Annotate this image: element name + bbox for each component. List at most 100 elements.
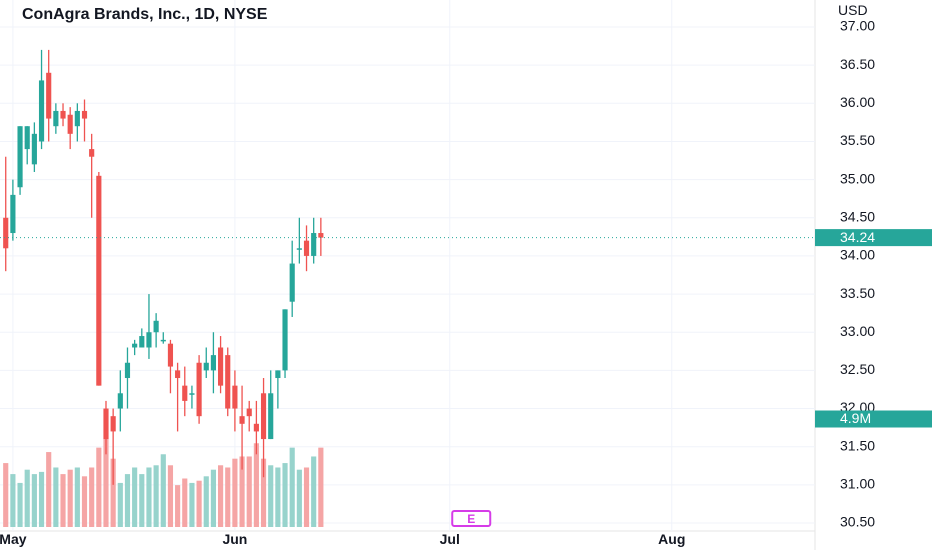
candle-body (74, 110, 80, 127)
candle-body (117, 393, 123, 409)
candle-body (139, 336, 145, 348)
candle-body (303, 240, 310, 256)
volume-bar (232, 458, 238, 527)
volume-bar (303, 467, 310, 527)
time-axis: May Jun Jul Aug (0, 531, 685, 547)
volume-bar (210, 469, 216, 527)
time-tick-label: Aug (658, 531, 685, 547)
volume-bar (53, 467, 59, 527)
candle-body (124, 362, 131, 379)
volume-bar (117, 482, 123, 527)
volume-bar (124, 474, 131, 527)
volume-bar (289, 447, 295, 527)
current-price-badge: 34.24 (815, 229, 932, 247)
volume-bar (132, 467, 138, 527)
earnings-marker[interactable]: E (451, 510, 492, 527)
grid-lines (0, 0, 815, 531)
candle-body (239, 416, 245, 424)
candle-body (246, 408, 252, 417)
volume-bar (46, 452, 52, 527)
price-tick-label: 30.50 (840, 514, 875, 530)
volume-bar (246, 456, 252, 527)
candle-body (289, 263, 295, 302)
candle-body (268, 393, 274, 440)
current-price-label: 34.24 (840, 229, 875, 245)
volume-bar (260, 458, 267, 527)
candle-body (210, 355, 216, 371)
volume-bar (31, 474, 37, 527)
candle-body (167, 343, 174, 367)
volume-bar (203, 476, 209, 527)
volume-bar (146, 467, 152, 527)
volume-bars (3, 438, 324, 527)
price-tick-label: 34.50 (840, 208, 875, 224)
candle-body (296, 248, 302, 250)
candles (3, 49, 324, 485)
volume-bar (167, 465, 174, 527)
volume-bar (89, 467, 95, 527)
volume-bar (296, 469, 302, 527)
price-tick-label: 32.50 (840, 361, 875, 377)
volume-bar (239, 456, 245, 527)
candle-body (31, 133, 37, 165)
candle-body (318, 233, 324, 238)
candle-body (53, 110, 59, 127)
candle-body (189, 393, 195, 395)
volume-bar (81, 476, 88, 527)
volume-bar (96, 447, 102, 527)
volume-bar (67, 469, 73, 527)
volume-badge: 4.9M (815, 410, 932, 428)
candle-body (24, 126, 30, 150)
candle-body (103, 408, 109, 440)
candle-body (311, 233, 317, 256)
candle-body (160, 339, 166, 342)
candle-body (153, 320, 159, 333)
candle-body (253, 423, 259, 432)
price-tick-label: 33.00 (840, 323, 875, 339)
candle-body (225, 355, 231, 409)
earnings-marker-box[interactable] (451, 510, 492, 527)
volume-bar (38, 471, 45, 527)
volume-bar (196, 480, 202, 527)
time-tick-label: Jun (222, 531, 247, 547)
candle-body (60, 110, 66, 119)
candle-body (260, 393, 267, 440)
candle-body (146, 332, 152, 348)
earnings-marker-label[interactable]: E (467, 512, 475, 526)
volume-bar (103, 438, 109, 527)
price-tick-label: 33.50 (840, 285, 875, 301)
candle-body (218, 347, 224, 386)
volume-bar (282, 463, 288, 527)
volume-bar (160, 454, 166, 527)
candle-body (282, 309, 288, 371)
time-tick-label: May (0, 531, 27, 547)
price-tick-label: 35.50 (840, 132, 875, 148)
candle-body (46, 72, 52, 119)
price-axis: 37.00 36.50 36.00 35.50 35.00 34.50 34.00 33.50… (840, 18, 875, 530)
volume-badge-bg (815, 410, 932, 428)
price-tick-label: 35.00 (840, 170, 875, 186)
currency-label: USD (838, 2, 868, 18)
volume-bar (311, 456, 317, 527)
volume-bar (60, 474, 66, 527)
candle-body (182, 385, 188, 401)
volume-bar (189, 482, 195, 527)
volume-bar (218, 465, 224, 527)
candle-body (10, 194, 16, 234)
volume-label: 4.9M (840, 410, 871, 426)
price-tick-label: 31.00 (840, 476, 875, 492)
volume-bar (182, 478, 188, 527)
volume-bar (139, 474, 145, 527)
price-tick-label: 36.50 (840, 56, 875, 72)
candle-body (67, 114, 73, 134)
candle-body (110, 416, 116, 432)
volume-bar (318, 447, 324, 527)
price-tick-label: 36.00 (840, 94, 875, 110)
chart-title: ConAgra Brands, Inc., 1D, NYSE (22, 6, 268, 23)
current-price-badge-bg (815, 229, 932, 247)
candle-body (81, 110, 88, 119)
candle-body (203, 362, 209, 371)
candle-body (175, 370, 181, 379)
